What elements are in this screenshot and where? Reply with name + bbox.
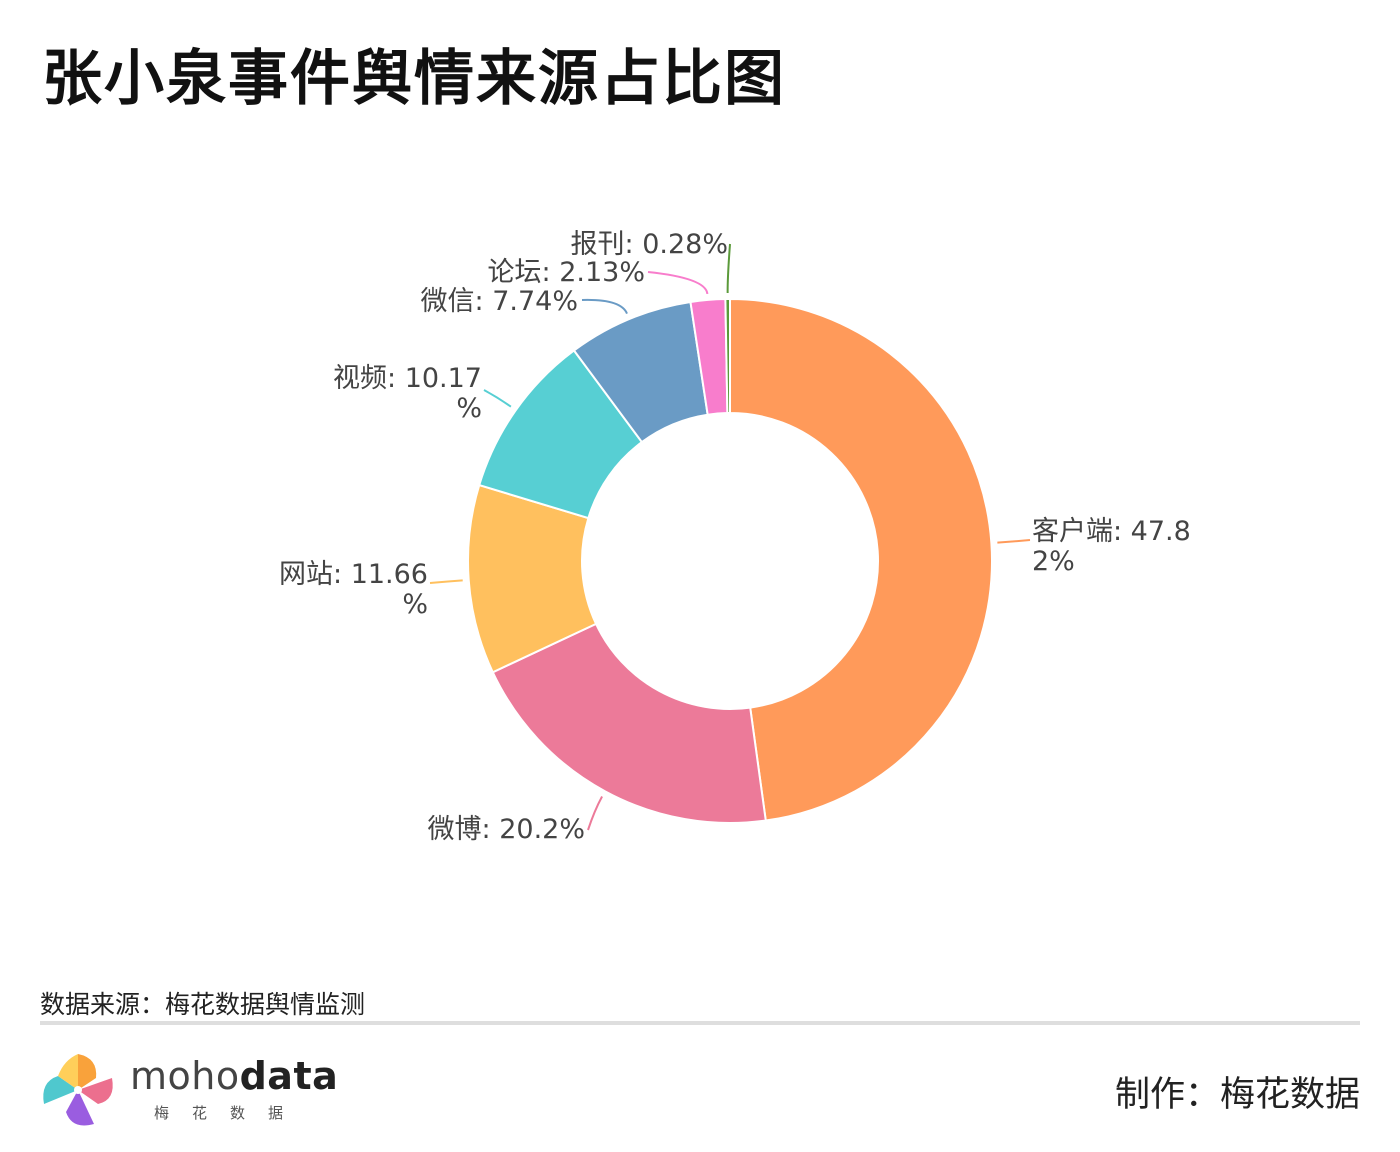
- footer-divider: [40, 1021, 1360, 1025]
- data-label-视频: 视频: 10.17%: [333, 363, 482, 424]
- data-label-网站: 网站: 11.66%: [279, 559, 428, 620]
- chart-leader-lines: [429, 243, 1031, 831]
- data-label-论坛: 论坛: 2.13%: [488, 257, 645, 288]
- slice-微博[interactable]: [491, 622, 767, 824]
- logo-word-bold: data: [239, 1054, 339, 1098]
- slice-客户端[interactable]: [729, 297, 993, 822]
- page-title: 张小泉事件舆情来源占比图: [42, 44, 786, 114]
- logo-word-light: moho: [130, 1054, 240, 1098]
- leader-line-视频: [483, 389, 512, 408]
- data-label-微博: 微博: 20.2%: [428, 814, 585, 845]
- leader-line-报刊: [726, 243, 731, 294]
- chart-labels: 客户端: 47.8 2% 微博: 20.2% 网站: 11.66 % 视频: 10.17%…: [279, 229, 1191, 845]
- chart-slices: [467, 297, 993, 824]
- logo-subtitle: 梅花数据: [154, 1104, 307, 1122]
- credit-text: 制作：梅花数据: [1114, 1075, 1360, 1115]
- logo-wordmark: mohodata: [130, 1054, 338, 1098]
- pinwheel-logo-icon: [43, 1054, 113, 1126]
- mohodata-logo: mohodata 梅花数据: [36, 1048, 338, 1132]
- leader-line-网站: [429, 579, 463, 584]
- data-label-报刊: 报刊: 0.28%: [571, 229, 728, 260]
- slice-报刊[interactable]: [724, 297, 731, 415]
- leader-line-论坛: [647, 271, 709, 295]
- data-label-微信: 微信: 7.74%: [421, 286, 578, 317]
- leader-line-客户端: [997, 539, 1031, 544]
- leader-line-微信: [581, 298, 628, 315]
- leader-line-微博: [587, 796, 603, 831]
- donut-chart: 客户端: 47.8 2% 微博: 20.2% 网站: 11.66 % 视频: 10.17%…: [279, 229, 1191, 845]
- data-source-note: 数据来源：梅花数据舆情监测: [40, 990, 366, 1019]
- data-label-客户端: 客户端: 47.8 2%: [1032, 516, 1191, 577]
